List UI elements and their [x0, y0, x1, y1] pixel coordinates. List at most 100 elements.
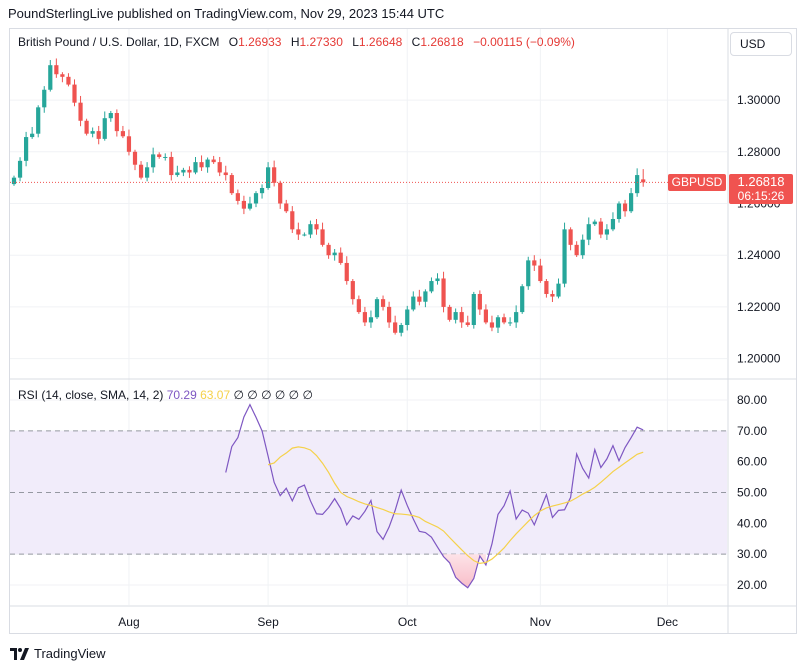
candle-body: [471, 293, 476, 326]
candle-body: [272, 167, 277, 183]
low-value: 1.26648: [358, 35, 403, 49]
candle-body: [163, 156, 168, 158]
candle-body: [550, 293, 555, 297]
candle-body: [102, 118, 107, 139]
high-value: 1.27330: [299, 35, 343, 49]
candle-body: [235, 193, 240, 201]
candle-body: [11, 177, 17, 185]
candle-body: [489, 322, 495, 328]
candle-body: [181, 169, 186, 173]
rsi-band-fill: [10, 430, 727, 555]
currency-button[interactable]: USD: [730, 32, 792, 56]
candle-body: [362, 312, 367, 323]
candle-body: [622, 203, 628, 212]
candle-body: [217, 162, 222, 173]
candle-body: [598, 221, 603, 235]
candle-body: [435, 278, 440, 282]
candle-body: [465, 322, 470, 326]
candle-body: [90, 131, 95, 134]
candle-body: [24, 137, 29, 161]
candle-body: [641, 179, 646, 183]
candle-body: [616, 203, 622, 220]
rsi-tick-label: 60.00: [737, 455, 767, 469]
candle-body: [526, 260, 531, 287]
rsi-tick-label: 30.00: [737, 547, 767, 561]
candle-body: [259, 187, 265, 194]
candle-body: [175, 172, 180, 176]
candle-body: [447, 306, 452, 320]
time-tick-label: Oct: [398, 615, 417, 629]
candle-body: [592, 221, 597, 225]
candle-body: [387, 306, 392, 323]
candle-body: [459, 312, 464, 323]
candle-body: [314, 224, 319, 230]
open-value: 1.26933: [238, 35, 282, 49]
na-value: ∅: [247, 388, 258, 402]
rsi-tick-label: 50.00: [737, 486, 767, 500]
candle-body: [380, 299, 386, 307]
rsi-lines: [225, 403, 644, 589]
tradingview-logo[interactable]: TradingView: [10, 646, 106, 661]
rsi-label[interactable]: RSI (14, close, SMA, 14, 2): [18, 388, 164, 402]
candle-body: [332, 252, 337, 256]
candle-body: [562, 229, 567, 284]
open-label: O: [228, 35, 239, 49]
candle-body: [138, 164, 144, 178]
candle-body: [151, 154, 156, 168]
candle-body: [441, 278, 446, 307]
candle-body: [229, 175, 234, 194]
candle-body: [169, 156, 174, 176]
symbol-name[interactable]: British Pound / U.S. Dollar, 1D, FXCM: [18, 35, 220, 49]
candle-body: [477, 293, 482, 310]
candle-body: [495, 317, 501, 328]
candle-body: [393, 322, 398, 333]
candle-body: [290, 211, 295, 230]
axis-labels: 1.300001.280001.260001.240001.220001.200…: [118, 93, 780, 629]
candle-body: [556, 283, 561, 297]
candle-body: [604, 229, 609, 235]
price-tick-label: 1.24000: [737, 248, 781, 262]
candle-body: [266, 167, 271, 188]
candle-body: [368, 317, 374, 323]
bar-countdown: 06:15:26: [737, 189, 785, 203]
candle-body: [483, 309, 488, 323]
candle-body: [284, 203, 289, 212]
change-value: −0.00115 (−0.09%): [473, 35, 575, 49]
candle-body: [108, 113, 113, 119]
candle-body: [223, 172, 228, 176]
candle-body: [193, 162, 198, 173]
candle-body: [72, 84, 77, 103]
candle-body: [211, 159, 216, 163]
candle-body: [320, 229, 325, 245]
candle-body: [417, 296, 422, 302]
na-value: ∅: [261, 388, 272, 402]
candle-body: [544, 281, 549, 294]
candle-body: [326, 244, 331, 256]
candle-body: [96, 131, 101, 139]
candle-body: [126, 136, 132, 152]
price-tick-label: 1.30000: [737, 93, 781, 107]
candle-body: [48, 65, 53, 90]
na-value: ∅: [233, 388, 244, 402]
candle-body: [405, 309, 410, 326]
candle-body: [30, 133, 35, 138]
candle-body: [114, 113, 119, 132]
candle-body: [247, 203, 253, 209]
candle-body: [84, 120, 89, 134]
candle-body: [241, 200, 246, 209]
candle-body: [514, 312, 519, 323]
candle-body: [278, 182, 283, 204]
na-value: ∅: [288, 388, 300, 402]
candle-body: [36, 107, 41, 134]
tradingview-logo-icon: [10, 647, 29, 660]
price-tick-label: 1.28000: [737, 145, 781, 159]
candle-body: [568, 229, 573, 245]
last-price: 1.26818: [737, 174, 785, 189]
candle-body: [429, 281, 434, 292]
high-label: H: [290, 35, 300, 49]
rsi-oversold-fill: [443, 554, 486, 588]
candle-body: [66, 76, 71, 85]
close-value: 1.26818: [420, 35, 464, 49]
candle-body: [187, 169, 192, 173]
